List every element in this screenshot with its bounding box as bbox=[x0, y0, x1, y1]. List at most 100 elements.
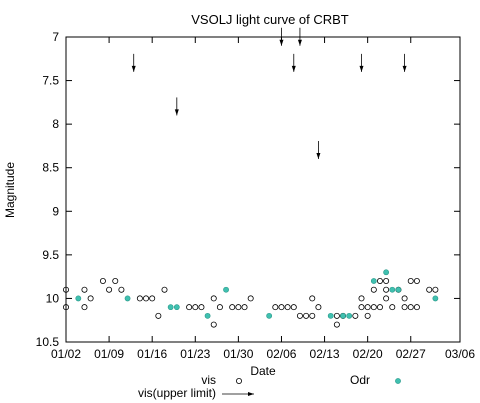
vis-point bbox=[376, 277, 383, 284]
chart-title: VSOLJ light curve of CRBT bbox=[191, 12, 349, 27]
vis-point bbox=[284, 304, 291, 311]
vis-point bbox=[370, 286, 377, 293]
plot-frame bbox=[65, 36, 461, 343]
vis-point bbox=[290, 304, 297, 311]
odr-point bbox=[346, 312, 353, 319]
legend-label-vis: vis bbox=[201, 373, 216, 387]
y-tick-label: 7.5 bbox=[42, 74, 59, 88]
vis-point bbox=[352, 312, 359, 319]
legend-arrow-head bbox=[248, 392, 254, 396]
vis-point bbox=[106, 286, 113, 293]
legend-label-odr: Odr bbox=[350, 373, 370, 387]
vis-point bbox=[364, 304, 371, 311]
vis-point bbox=[149, 295, 156, 302]
upper-limit-arrow bbox=[359, 53, 364, 72]
y-axis: 7 7.5 8 8.5 9 9.5 10 10.5 bbox=[36, 30, 460, 349]
y-tick-label: 8.5 bbox=[42, 161, 59, 175]
x-tick-label: 02/27 bbox=[396, 347, 426, 361]
vis-point bbox=[99, 277, 106, 284]
x-axis-label: Date bbox=[250, 364, 276, 378]
y-tick-label: 7 bbox=[52, 30, 59, 44]
upper-limit-arrow bbox=[291, 53, 296, 72]
odr-point bbox=[204, 312, 211, 319]
vis-point bbox=[155, 312, 162, 319]
vis-point bbox=[376, 304, 383, 311]
vis-point bbox=[247, 295, 254, 302]
vis-point bbox=[81, 304, 88, 311]
vis-point bbox=[407, 304, 414, 311]
legend-marker-vis bbox=[235, 377, 242, 384]
vis-point bbox=[383, 286, 390, 293]
data-marks bbox=[63, 27, 439, 328]
y-axis-label: Magnitude bbox=[3, 162, 17, 218]
legend-marker-odr bbox=[395, 378, 401, 384]
y-tick-label: 10.5 bbox=[36, 335, 60, 349]
vis-point bbox=[432, 286, 439, 293]
x-tick-label: 01/23 bbox=[180, 347, 210, 361]
vis-point bbox=[161, 286, 168, 293]
vis-point bbox=[426, 286, 433, 293]
odr-point bbox=[124, 295, 131, 302]
vis-point bbox=[296, 312, 303, 319]
vis-point bbox=[315, 304, 322, 311]
odr-point bbox=[383, 269, 390, 276]
vis-point bbox=[118, 286, 125, 293]
upper-limit-arrow bbox=[316, 141, 321, 159]
vis-point bbox=[383, 295, 390, 302]
upper-limit-arrow bbox=[131, 53, 136, 72]
vis-point bbox=[413, 304, 420, 311]
x-tick-label: 03/06 bbox=[445, 347, 475, 361]
x-tick-label: 01/02 bbox=[51, 347, 81, 361]
odr-point bbox=[327, 312, 334, 319]
vis-point bbox=[401, 304, 408, 311]
vis-point bbox=[309, 312, 316, 319]
vis-point bbox=[143, 295, 150, 302]
vis-point bbox=[333, 312, 340, 319]
vis-point bbox=[81, 286, 88, 293]
vis-point bbox=[272, 304, 279, 311]
vis-point bbox=[216, 304, 223, 311]
vis-point bbox=[210, 321, 217, 328]
legend: vis vis(upper limit) Odr bbox=[138, 373, 401, 400]
vis-point bbox=[136, 295, 143, 302]
x-tick-label: 02/20 bbox=[353, 347, 383, 361]
vis-point bbox=[413, 277, 420, 284]
y-tick-label: 9 bbox=[52, 204, 59, 218]
x-tick-label: 01/30 bbox=[223, 347, 253, 361]
y-tick-label: 8 bbox=[52, 117, 59, 131]
vis-point bbox=[278, 304, 285, 311]
odr-point bbox=[340, 312, 346, 319]
vis-point bbox=[63, 304, 70, 311]
vis-point bbox=[192, 304, 199, 311]
x-tick-label: 01/09 bbox=[94, 347, 124, 361]
vis-point bbox=[358, 304, 365, 311]
vis-point bbox=[235, 304, 242, 311]
vis-point bbox=[210, 295, 217, 302]
odr-point bbox=[395, 286, 402, 293]
vis-point bbox=[229, 304, 236, 311]
vis-point bbox=[389, 304, 396, 311]
x-tick-label: 02/13 bbox=[310, 347, 340, 361]
odr-point bbox=[266, 312, 273, 319]
odr-point bbox=[370, 278, 377, 284]
x-tick-label: 01/16 bbox=[137, 347, 167, 361]
vis-point bbox=[241, 304, 248, 311]
x-axis: 01/02 01/09 01/16 01/23 01/30 02/06 02/13 02/20… bbox=[51, 37, 475, 361]
vis-point bbox=[333, 321, 340, 328]
vis-point bbox=[370, 304, 377, 311]
upper-limit-arrow bbox=[174, 97, 179, 116]
upper-limit-arrow bbox=[297, 27, 302, 46]
vis-point bbox=[303, 312, 310, 319]
odr-point bbox=[167, 304, 174, 311]
odr-point bbox=[75, 295, 82, 302]
vis-point bbox=[401, 295, 408, 302]
y-tick-label: 9.5 bbox=[42, 248, 59, 262]
odr-point bbox=[389, 286, 396, 293]
odr-point bbox=[173, 304, 180, 311]
vis-point bbox=[383, 277, 390, 284]
vis-point bbox=[112, 277, 119, 284]
vis-point bbox=[407, 277, 414, 284]
x-tick-label: 02/06 bbox=[266, 347, 296, 361]
vis-point bbox=[364, 312, 371, 319]
